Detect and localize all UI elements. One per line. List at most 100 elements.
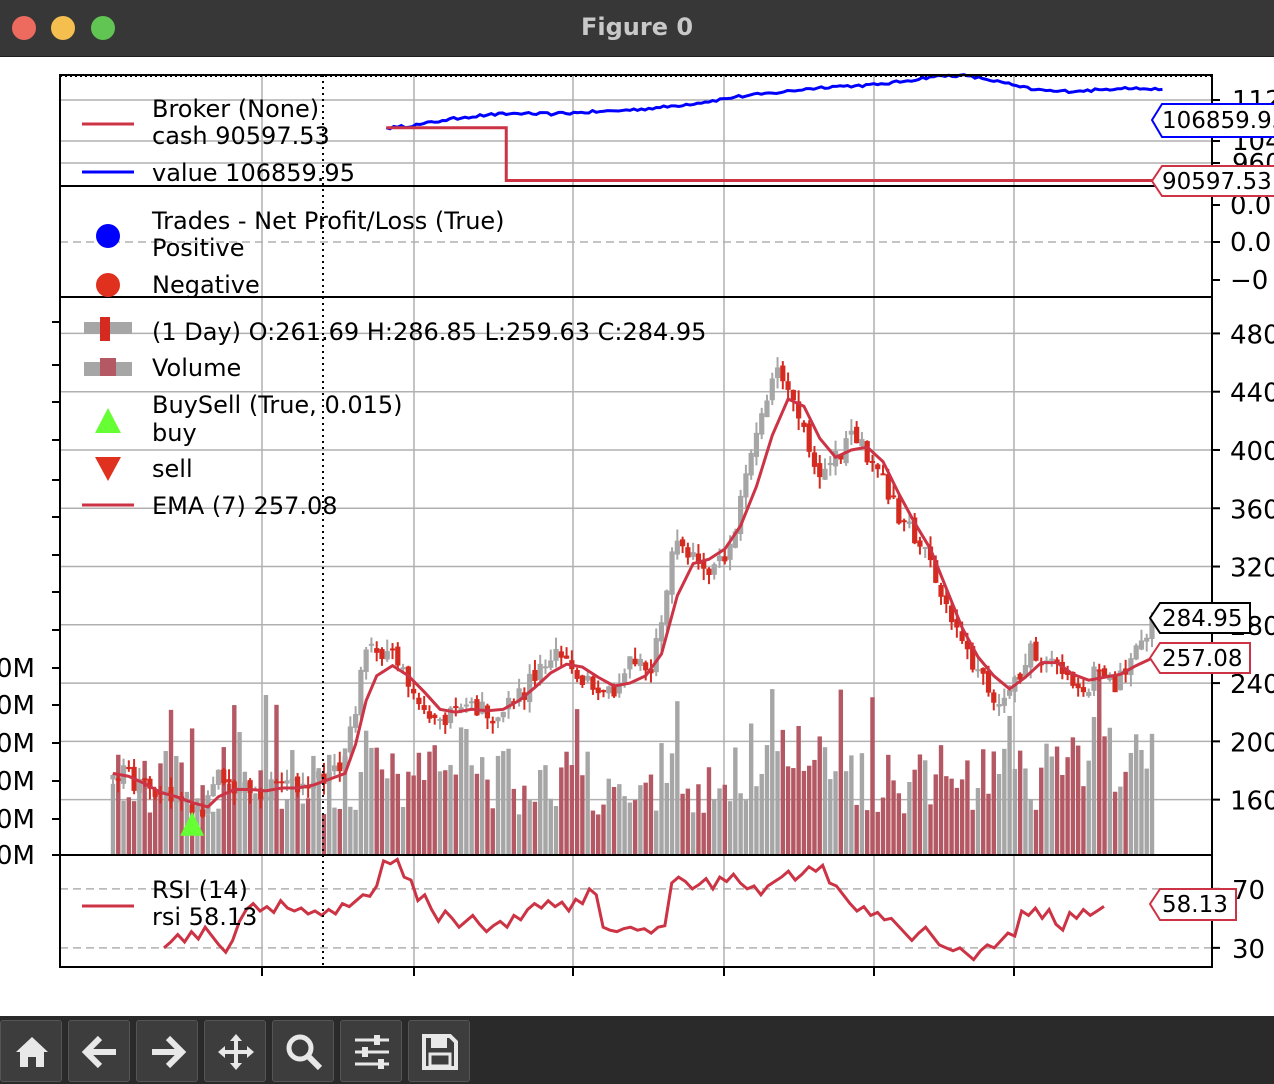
rsi-value-tag: 58.13 [1148, 888, 1237, 921]
candle-body [722, 556, 728, 562]
volume-bar [559, 767, 564, 855]
candle-body [1006, 689, 1013, 696]
candle-body [896, 498, 902, 524]
volume-bar [1033, 809, 1039, 855]
price-legend-buysell: BuySell (True, 0.015) [152, 391, 403, 419]
home-button[interactable] [0, 1020, 62, 1082]
figure-canvas[interactable]: 1121049600.00.0−048044040036032028024020… [0, 57, 1274, 1015]
candle-body [384, 651, 390, 660]
volume-bar [200, 785, 205, 855]
volume-bar [290, 750, 295, 855]
candle-body [1049, 658, 1055, 661]
volume-bar [110, 783, 116, 855]
candle-body [600, 690, 607, 693]
volume-bar [448, 765, 453, 855]
price-y-tick-label: 160 [1230, 787, 1274, 817]
volume-bar [822, 747, 828, 855]
volume-bar [722, 784, 727, 855]
candle-body [711, 564, 717, 575]
candle-body [1128, 658, 1134, 676]
legend-marker-negative [96, 273, 120, 297]
candle-body [912, 517, 918, 544]
save-button[interactable] [408, 1020, 470, 1082]
legend-marker-positive [96, 224, 120, 248]
close-price-tag-text: 284.95 [1162, 606, 1242, 632]
candle-body [864, 441, 870, 463]
volume-bar [1086, 760, 1091, 855]
volume-bar [1107, 727, 1113, 855]
volume-bar [1081, 786, 1086, 855]
price-y-tick-label: 200 [1230, 728, 1274, 758]
candle-body [1033, 641, 1039, 661]
candle-body [827, 462, 833, 465]
window-zoom-button[interactable] [91, 16, 115, 40]
candle-body [548, 660, 554, 668]
volume-bar [522, 785, 527, 855]
volume-bar [733, 747, 738, 855]
volume-bar [632, 800, 638, 855]
configure-subplots-button[interactable] [340, 1020, 402, 1082]
volume-bar [970, 809, 975, 855]
volume-bar [1065, 757, 1070, 855]
ema-value-tag: 257.08 [1148, 642, 1251, 674]
trades-legend-header: Trades - Net Profit/Loss (True) [151, 207, 505, 235]
broker-value-tag-text: 106859.95 [1162, 108, 1274, 134]
volume-bar [764, 745, 770, 855]
price-legend-sell: sell [152, 455, 193, 483]
candle-body [426, 711, 433, 719]
candle-body [221, 769, 227, 784]
candle-body [859, 439, 865, 447]
candle-body [331, 765, 338, 772]
volume-bar [775, 751, 780, 855]
trades-y-tick-label: −0 [1230, 266, 1268, 296]
trades-y-tick-label: 0.0 [1230, 228, 1271, 258]
candle-body [933, 560, 939, 583]
volume-bar [1070, 737, 1076, 855]
volume-bar [870, 697, 875, 855]
candle-body [964, 640, 971, 650]
candle-body [780, 365, 786, 382]
volume-bar [706, 767, 712, 855]
window-close-button[interactable] [12, 16, 36, 40]
volume-y-tick-label: 0M [0, 654, 35, 684]
candle-body [611, 686, 617, 697]
volume-bar [427, 751, 432, 855]
candle-body [753, 432, 760, 457]
volume-bar [675, 701, 680, 855]
volume-bar [348, 806, 353, 855]
volume-bar [553, 806, 559, 855]
volume-bar [796, 726, 801, 855]
candle-body [848, 430, 854, 435]
volume-bar [1060, 774, 1065, 855]
volume-bar [701, 812, 706, 855]
indicator-lines [112, 73, 1163, 962]
volume-bar [1039, 767, 1044, 855]
candle-body [189, 804, 195, 813]
volume-bar [527, 800, 532, 855]
candle-body [453, 706, 459, 709]
zoom-button[interactable] [272, 1020, 334, 1082]
volume-bar [838, 689, 844, 855]
volume-y-tick-label: 0M [0, 805, 35, 835]
volume-bar [923, 760, 928, 855]
price-y-tick-label: 240 [1230, 670, 1274, 700]
volume-bar [859, 753, 865, 855]
volume-bar [690, 812, 696, 855]
candle-body [1075, 683, 1081, 689]
back-button[interactable] [68, 1020, 130, 1082]
window-minimize-button[interactable] [51, 16, 75, 40]
candle-body [110, 774, 116, 780]
forward-button[interactable] [136, 1020, 198, 1082]
volume-bar [332, 807, 337, 855]
candle-body [242, 782, 248, 789]
pan-button[interactable] [204, 1020, 266, 1082]
ema-line [112, 396, 1153, 809]
candle-body [690, 552, 696, 557]
candle-body [389, 648, 396, 651]
volume-bar [891, 780, 896, 855]
volume-bar [664, 782, 669, 855]
volume-bar [659, 743, 664, 855]
candle-body [558, 651, 564, 658]
candle-body [1144, 637, 1150, 642]
candle-body [985, 670, 992, 693]
